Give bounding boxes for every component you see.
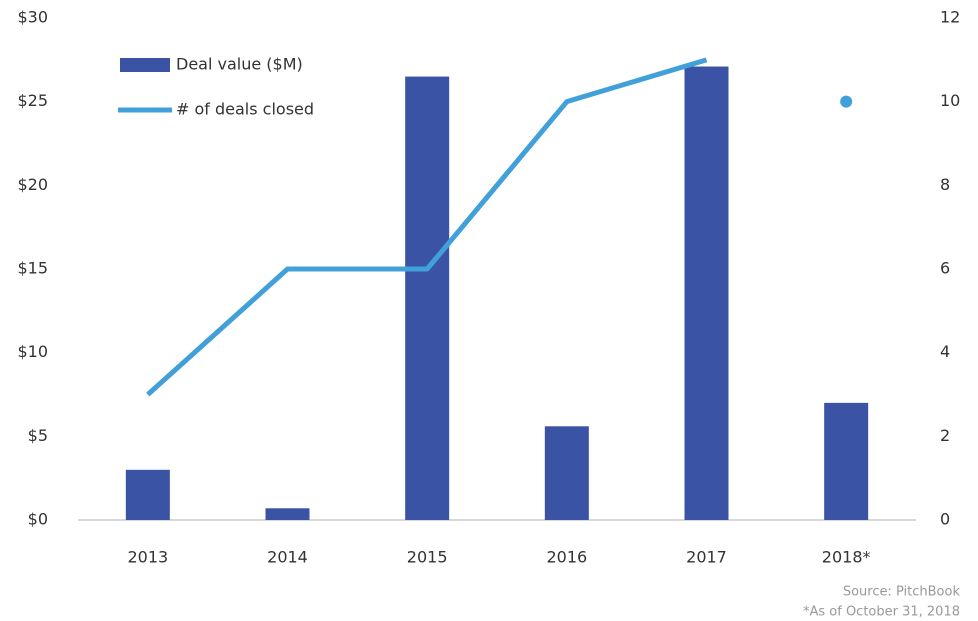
bar: [265, 508, 310, 520]
x-tick-label: 2013: [127, 548, 168, 567]
bar: [405, 76, 450, 521]
bar: [544, 426, 589, 520]
bar: [125, 469, 170, 520]
point: [840, 95, 853, 108]
y2-tick-label: 2: [940, 426, 950, 445]
bar: [824, 402, 869, 520]
legend-swatch: [120, 58, 170, 72]
x-tick-label: 2015: [407, 548, 448, 567]
x-tick-label: 2017: [686, 548, 727, 567]
note: *As of October 31, 2018: [803, 605, 960, 620]
x-tick-label: 2018*: [822, 548, 871, 567]
x-tick-label: 2014: [267, 548, 308, 567]
y-tick-label: $30: [17, 8, 48, 27]
line: [146, 57, 708, 397]
y2-tick-label: 10: [940, 91, 960, 110]
y-tick-label: $5: [28, 426, 48, 445]
y-tick-label: $20: [17, 175, 48, 194]
y2-tick-label: 8: [940, 175, 950, 194]
y2-tick-label: 12: [940, 8, 960, 27]
y2-tick-label: 0: [940, 510, 950, 529]
y2-tick-label: 6: [940, 259, 950, 278]
source: Source: PitchBook: [843, 585, 961, 600]
x-tick-label: 2016: [546, 548, 587, 567]
y2-tick-label: 4: [940, 342, 950, 361]
legend-label: Deal value ($M): [176, 55, 303, 74]
y-tick-label: $10: [17, 342, 48, 361]
legend-label: # of deals closed: [176, 100, 314, 119]
y-tick-label: $15: [17, 259, 48, 278]
y-tick-label: $0: [28, 510, 48, 529]
bar: [684, 66, 729, 520]
y-tick-label: $25: [17, 91, 48, 110]
